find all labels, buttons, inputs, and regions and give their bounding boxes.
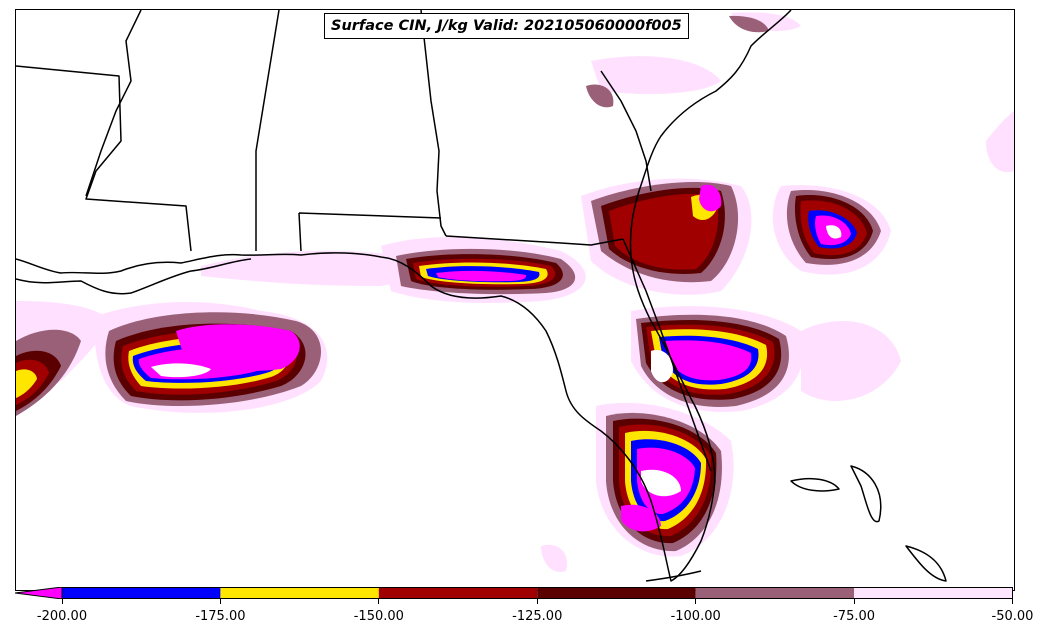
caribbean-outline [905, 545, 947, 582]
colorbar-tick-label: -100.00 [670, 609, 721, 624]
colorbar-tick-label: -75.00 [833, 609, 876, 624]
colorbar-tick-mark [61, 599, 63, 604]
colorbar-segment [537, 587, 696, 599]
colorbar-segments [62, 587, 1013, 599]
keys-outline [645, 570, 702, 582]
cin-map [16, 10, 1014, 582]
colorbar-extend-arrow [15, 587, 63, 599]
colorbar-segment [220, 587, 379, 599]
map-title: Surface CIN, J/kg Valid: 202105060000f00… [324, 13, 689, 39]
colorbar-tick-mark [853, 599, 855, 604]
cin-white-interiors [151, 225, 842, 497]
alabama-georgia-border [420, 10, 447, 237]
louisiana-coast [16, 258, 252, 295]
colorbar-tick-label: -150.00 [353, 609, 404, 624]
georgia-sc-border [600, 70, 652, 192]
colorbar [15, 587, 1013, 599]
colorbar-segment [854, 587, 1013, 599]
colorbar-border [61, 587, 1013, 599]
colorbar-segment [695, 587, 855, 599]
colorbar-tick-mark [695, 599, 697, 604]
state-border-west [16, 65, 192, 252]
colorbar-tick-mark [219, 599, 221, 604]
florida-alabama-border [298, 212, 442, 252]
colorbar-tick-mark [536, 599, 538, 604]
colorbar-tick-label: -200.00 [36, 609, 88, 624]
coastlines-and-borders [16, 10, 947, 582]
colorbar-tick-label: -175.00 [195, 609, 246, 624]
colorbar-segment [62, 587, 221, 599]
mississippi-river [85, 10, 142, 197]
colorbar-tick-label: -50.00 [991, 609, 1034, 624]
gulf-coastline [16, 10, 792, 582]
colorbar-tick-mark [1012, 599, 1013, 604]
mississippi-alabama-border [255, 10, 280, 251]
colorbar-tick-label: -125.00 [512, 609, 563, 624]
bahamas-outline [790, 477, 840, 492]
colorbar-tick-mark [378, 599, 380, 604]
map-panel [15, 9, 1015, 591]
andros-outline [850, 465, 882, 523]
colorbar-segment [378, 587, 538, 599]
florida-georgia-border [445, 235, 624, 246]
florida-east-coast-line [622, 238, 712, 472]
